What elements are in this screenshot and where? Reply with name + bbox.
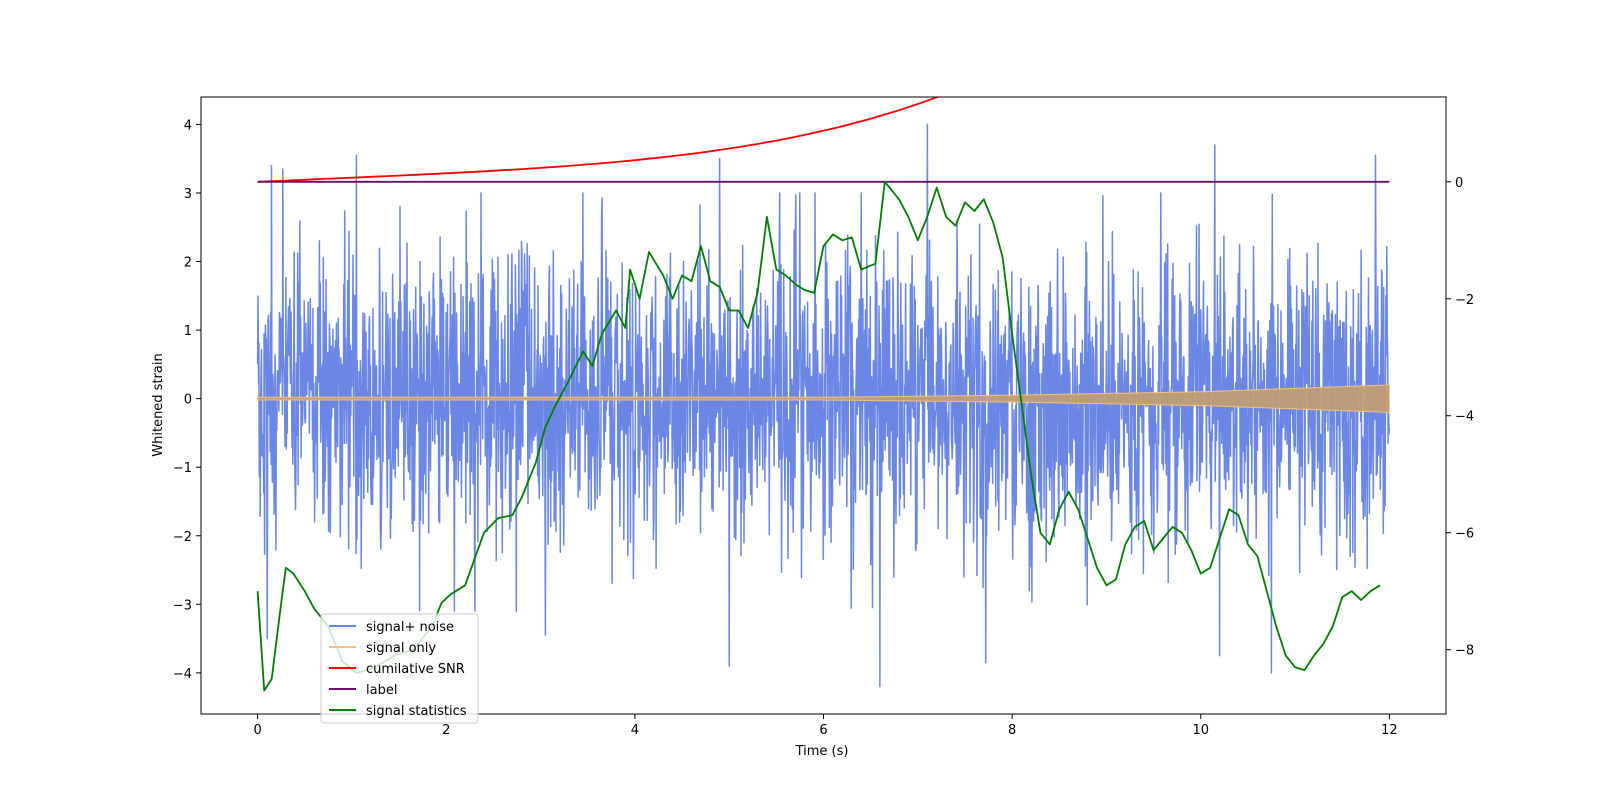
legend-label: signal+ noise	[366, 620, 454, 635]
y-tick-label: −3	[173, 598, 192, 613]
x-axis-label: Time (s)	[795, 744, 849, 759]
y-tick-label: 2	[184, 256, 192, 271]
y-tick-label: −2	[173, 530, 192, 545]
y-right-axis-ticks: 0 −2 −4 −6 −8	[1446, 176, 1474, 659]
y-axis-label: Whitened strain	[151, 353, 166, 456]
legend-label: signal statistics	[366, 704, 467, 719]
legend-label: label	[366, 683, 397, 698]
signal-only-band	[257, 384, 1390, 413]
y-right-tick-label: −4	[1455, 410, 1474, 425]
legend-box	[320, 613, 479, 724]
x-axis-ticks: 0 2 4 6 8 10 12	[253, 714, 1398, 738]
cumulative-snr-line	[257, 97, 941, 183]
series-signal-noise	[256, 123, 1391, 688]
series-signal-statistics	[256, 180, 1381, 692]
legend: signal+ noise signal only cumilative SNR la…	[320, 613, 479, 724]
legend-label: cumilative SNR	[366, 662, 465, 677]
y-tick-label: −4	[173, 667, 192, 682]
x-tick-label: 8	[1008, 723, 1016, 738]
x-tick-label: 12	[1381, 723, 1398, 738]
series-cumulative-snr	[257, 97, 941, 183]
x-tick-label: 0	[253, 723, 261, 738]
legend-label: signal only	[366, 641, 436, 656]
series-signal-only	[257, 384, 1390, 413]
y-right-tick-label: −2	[1455, 293, 1474, 308]
x-tick-label: 6	[819, 723, 827, 738]
y-right-tick-label: 0	[1455, 176, 1463, 191]
y-tick-label: −1	[173, 461, 192, 476]
y-tick-label: 0	[184, 393, 192, 408]
y-tick-label: 1	[184, 324, 192, 339]
x-tick-label: 4	[631, 723, 639, 738]
x-tick-label: 2	[442, 723, 450, 738]
y-axis-ticks: 4 3 2 1 0 −1 −2 −3 −4	[173, 118, 201, 682]
y-right-tick-label: −8	[1455, 644, 1474, 659]
y-tick-label: 3	[184, 187, 192, 202]
signal-statistics-line	[256, 180, 1381, 692]
y-right-tick-label: −6	[1455, 527, 1474, 542]
signal-noise-line	[256, 123, 1391, 688]
x-tick-label: 10	[1192, 723, 1209, 738]
y-tick-label: 4	[184, 118, 192, 133]
